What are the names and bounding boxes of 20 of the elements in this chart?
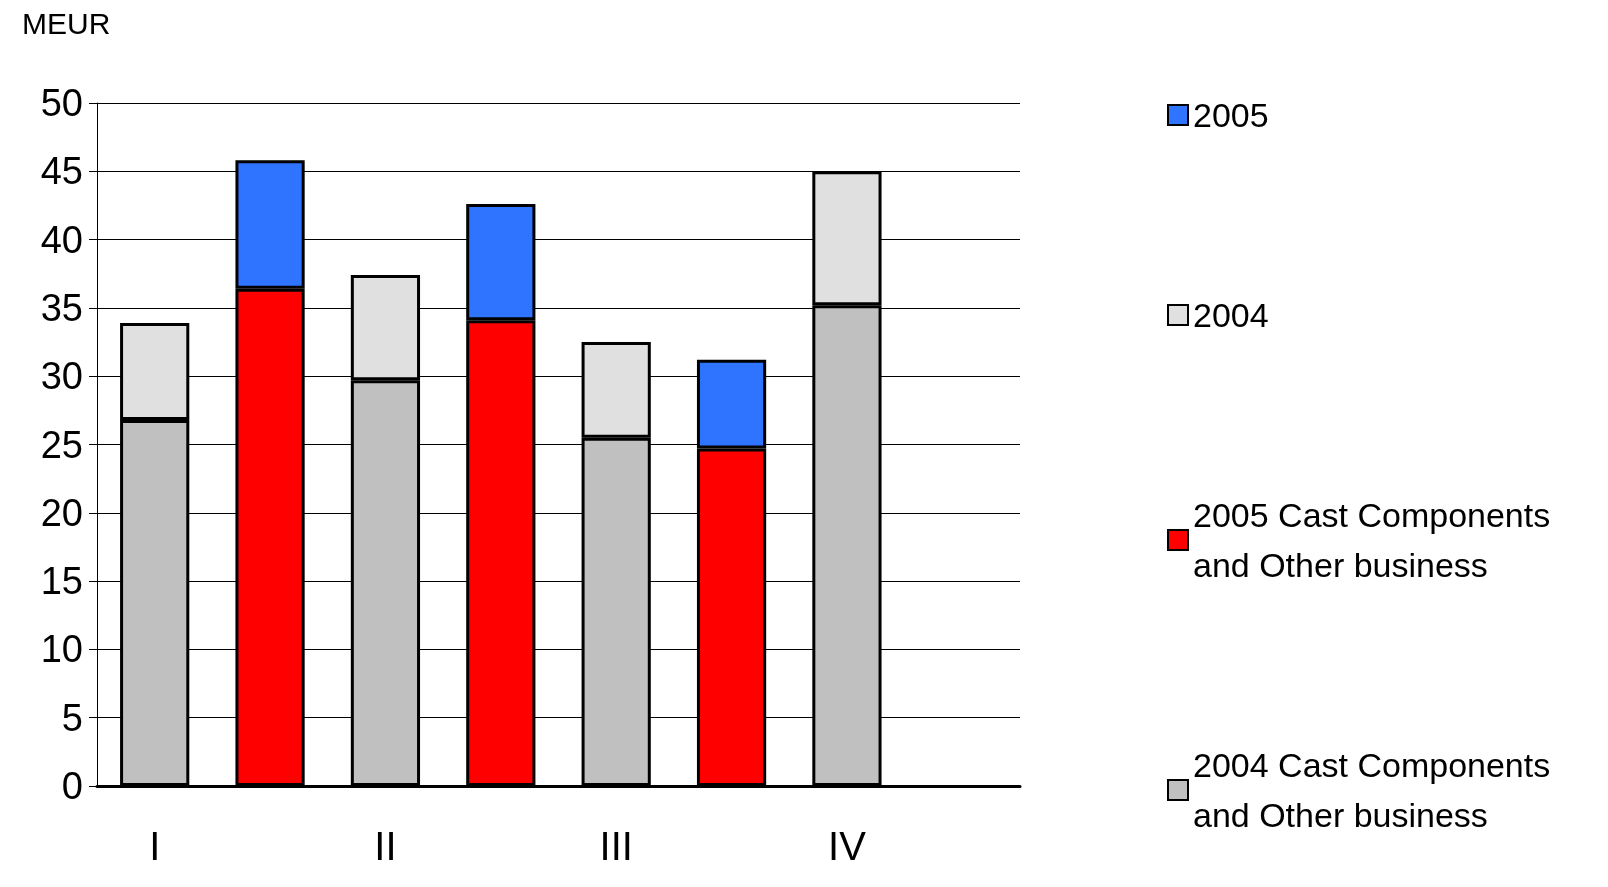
x-tick-label: I [149,824,161,868]
x-tick-label: III [599,824,633,868]
x-tick-label: II [374,824,397,868]
y-axis-title: MEUR [22,6,111,40]
legend-label: 2005 [1193,96,1269,134]
y-tick-label: 10 [40,628,83,671]
y-tick-label: 15 [40,560,83,603]
x-tick-label: IV [828,824,867,868]
y-tick-label: 35 [40,286,83,329]
y-tick-label: 20 [40,491,83,534]
y-tick-label: 30 [40,355,83,398]
y-tick-label: 0 [61,765,83,807]
y-tick-label: 50 [40,82,83,124]
legend-label: 2004 Cast Components and Other business [1193,746,1560,834]
y-tick-label: 45 [40,150,83,193]
y-tick-label: 25 [40,423,83,466]
legend-label: 2004 [1193,296,1269,334]
legend-label: 2005 Cast Components and Other business [1193,496,1560,584]
y-tick-label: 5 [61,696,83,739]
y-tick-label: 40 [40,218,83,261]
